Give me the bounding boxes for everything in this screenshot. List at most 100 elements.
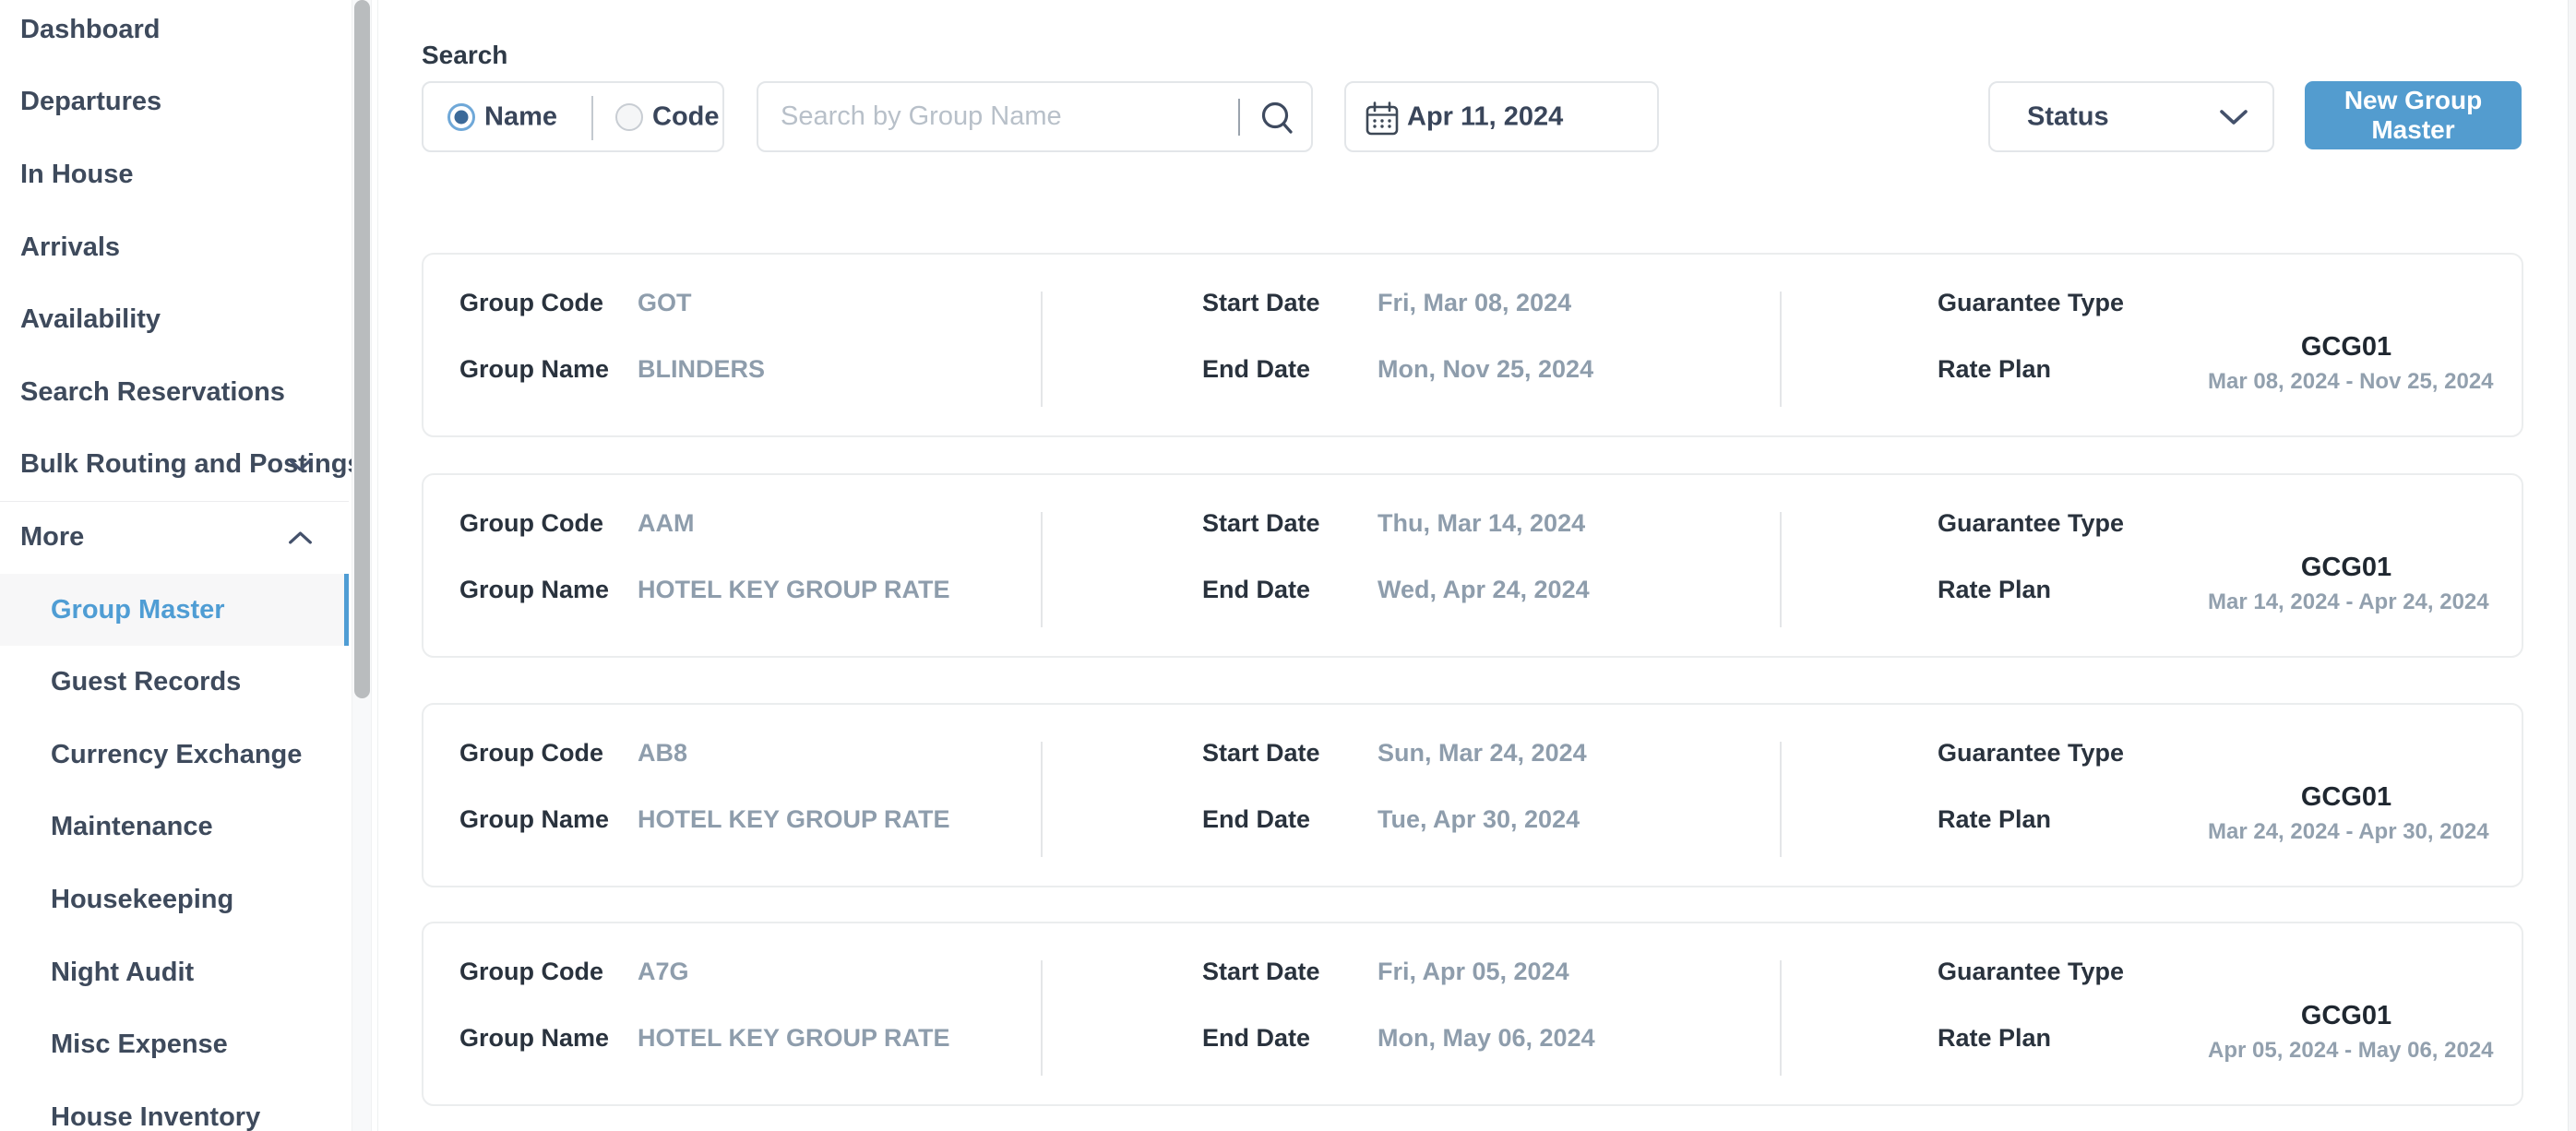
group-code-value: AAM bbox=[638, 509, 695, 537]
radio-code[interactable] bbox=[615, 102, 643, 131]
rate-plan-label: Rate Plan bbox=[1938, 576, 2052, 603]
start-date-value: Fri, Apr 05, 2024 bbox=[1377, 958, 1569, 985]
sidebar-item-housekeeping[interactable]: Housekeeping bbox=[51, 884, 234, 914]
rate-plan-label: Rate Plan bbox=[1938, 805, 2052, 833]
status-dropdown[interactable]: Status bbox=[1988, 81, 2274, 152]
sidebar-item-house-inventory[interactable]: House Inventory bbox=[51, 1101, 261, 1131]
rate-plan-value: GCG01 Mar 08, 2024 - Nov 25, 2024 bbox=[2208, 332, 2494, 395]
sidebar-item-group-master[interactable]: Group Master bbox=[0, 573, 349, 647]
group-code-label: Group Code bbox=[459, 289, 603, 316]
search-icon[interactable] bbox=[1258, 100, 1297, 138]
rate-plan-label: Rate Plan bbox=[1938, 1024, 2052, 1052]
sidebar-item-misc-expense[interactable]: Misc Expense bbox=[51, 1030, 228, 1060]
rate-plan-date-range: Mar 14, 2024 - Apr 24, 2024 bbox=[2208, 589, 2489, 614]
rate-plan-date-range: Mar 24, 2024 - Apr 30, 2024 bbox=[2208, 819, 2489, 844]
group-code-label: Group Code bbox=[459, 958, 603, 985]
radio-name[interactable] bbox=[447, 102, 475, 131]
search-input[interactable] bbox=[781, 83, 1214, 150]
start-date-value: Thu, Mar 14, 2024 bbox=[1377, 509, 1586, 537]
group-master-card[interactable]: Group Code A7G Group Name HOTEL KEY GROU… bbox=[422, 922, 2523, 1106]
group-master-card[interactable]: Group Code GOT Group Name BLINDERS Start… bbox=[422, 253, 2523, 437]
sidebar-item-departures[interactable]: Departures bbox=[20, 87, 162, 117]
end-date-value: Mon, May 06, 2024 bbox=[1377, 1024, 1595, 1052]
date-picker-value: Apr 11, 2024 bbox=[1407, 101, 1564, 131]
date-picker[interactable]: Apr 11, 2024 bbox=[1344, 81, 1659, 152]
group-code-value: A7G bbox=[638, 958, 689, 985]
guarantee-type-label: Guarantee Type bbox=[1938, 958, 2125, 985]
card-divider bbox=[1780, 512, 1782, 627]
guarantee-type-label: Guarantee Type bbox=[1938, 509, 2125, 537]
end-date-value: Wed, Apr 24, 2024 bbox=[1377, 576, 1590, 603]
chevron-down-icon bbox=[2220, 109, 2248, 125]
rate-plan-code: GCG01 bbox=[2300, 782, 2392, 812]
group-search-box bbox=[757, 81, 1313, 152]
sidebar-scrollbar-thumb[interactable] bbox=[354, 0, 370, 698]
search-by-toggle-group: Name Code bbox=[422, 81, 724, 152]
group-master-card[interactable]: Group Code AAM Group Name HOTEL KEY GROU… bbox=[422, 473, 2523, 658]
sidebar-item-currency-exchange[interactable]: Currency Exchange bbox=[51, 739, 303, 769]
main-content: Search Name Code bbox=[378, 0, 2576, 1131]
sidebar: Dashboard Departures In House Arrivals Avail… bbox=[0, 0, 378, 1131]
group-code-value: GOT bbox=[638, 289, 692, 316]
rate-plan-code: GCG01 bbox=[2300, 553, 2392, 582]
group-name-value: BLINDERS bbox=[638, 355, 766, 383]
group-code-label: Group Code bbox=[459, 509, 603, 537]
new-group-master-button[interactable]: New Group Master bbox=[2305, 81, 2522, 149]
group-name-value: HOTEL KEY GROUP RATE bbox=[638, 576, 950, 603]
search-box-divider bbox=[1238, 99, 1240, 136]
guarantee-type-label: Guarantee Type bbox=[1938, 289, 2125, 316]
start-date-label: Start Date bbox=[1202, 289, 1320, 316]
start-date-label: Start Date bbox=[1202, 958, 1320, 985]
sidebar-item-in-house[interactable]: In House bbox=[20, 159, 134, 189]
group-name-label: Group Name bbox=[459, 805, 610, 833]
group-name-label: Group Name bbox=[459, 355, 610, 383]
sidebar-scrollbar-track[interactable] bbox=[352, 0, 372, 1131]
end-date-label: End Date bbox=[1202, 805, 1311, 833]
card-divider bbox=[1780, 960, 1782, 1076]
end-date-value: Tue, Apr 30, 2024 bbox=[1377, 805, 1580, 833]
start-date-label: Start Date bbox=[1202, 509, 1320, 537]
rate-plan-value: GCG01 Mar 24, 2024 - Apr 30, 2024 bbox=[2208, 782, 2489, 845]
group-master-card[interactable]: Group Code AB8 Group Name HOTEL KEY GROU… bbox=[422, 703, 2523, 887]
sidebar-item-guest-records[interactable]: Guest Records bbox=[51, 667, 242, 697]
sidebar-item-availability[interactable]: Availability bbox=[20, 304, 161, 335]
group-name-value: HOTEL KEY GROUP RATE bbox=[638, 805, 950, 833]
radio-code-label[interactable]: Code bbox=[652, 101, 720, 131]
group-name-value: HOTEL KEY GROUP RATE bbox=[638, 1024, 950, 1052]
card-divider bbox=[1041, 512, 1043, 627]
search-section-title: Search bbox=[422, 41, 508, 69]
sidebar-item-dashboard[interactable]: Dashboard bbox=[20, 14, 161, 44]
card-divider bbox=[1780, 292, 1782, 407]
end-date-label: End Date bbox=[1202, 1024, 1311, 1052]
start-date-value: Sun, Mar 24, 2024 bbox=[1377, 739, 1587, 767]
card-divider bbox=[1041, 742, 1043, 857]
group-code-label: Group Code bbox=[459, 739, 603, 767]
end-date-label: End Date bbox=[1202, 355, 1311, 383]
guarantee-type-label: Guarantee Type bbox=[1938, 739, 2125, 767]
page-scrollbar-track[interactable] bbox=[2568, 0, 2576, 1131]
sidebar-nav-list: Dashboard Departures In House Arrivals Avail… bbox=[0, 0, 363, 1131]
rate-plan-date-range: Apr 05, 2024 - May 06, 2024 bbox=[2208, 1038, 2494, 1063]
sidebar-item-maintenance[interactable]: Maintenance bbox=[51, 812, 213, 842]
start-date-value: Fri, Mar 08, 2024 bbox=[1377, 289, 1572, 316]
card-divider bbox=[1780, 742, 1782, 857]
rate-plan-label: Rate Plan bbox=[1938, 355, 2052, 383]
radio-name-label[interactable]: Name bbox=[484, 101, 557, 131]
sidebar-item-bulk-routing-and-postings[interactable]: Bulk Routing and Postings bbox=[20, 449, 363, 480]
card-divider bbox=[1041, 960, 1043, 1076]
end-date-label: End Date bbox=[1202, 576, 1311, 603]
start-date-label: Start Date bbox=[1202, 739, 1320, 767]
rate-plan-code: GCG01 bbox=[2300, 332, 2392, 362]
rate-plan-code: GCG01 bbox=[2300, 1001, 2392, 1030]
status-dropdown-value: Status bbox=[2027, 101, 2109, 131]
sidebar-item-arrivals[interactable]: Arrivals bbox=[20, 232, 121, 262]
sidebar-item-more[interactable]: More bbox=[0, 501, 349, 574]
group-name-label: Group Name bbox=[459, 576, 610, 603]
radio-divider bbox=[591, 96, 593, 140]
sidebar-item-night-audit[interactable]: Night Audit bbox=[51, 957, 195, 987]
calendar-icon bbox=[1366, 101, 1399, 136]
rate-plan-value: GCG01 Apr 05, 2024 - May 06, 2024 bbox=[2208, 1001, 2494, 1064]
sidebar-item-search-reservations[interactable]: Search Reservations bbox=[20, 376, 285, 407]
group-code-value: AB8 bbox=[638, 739, 688, 767]
